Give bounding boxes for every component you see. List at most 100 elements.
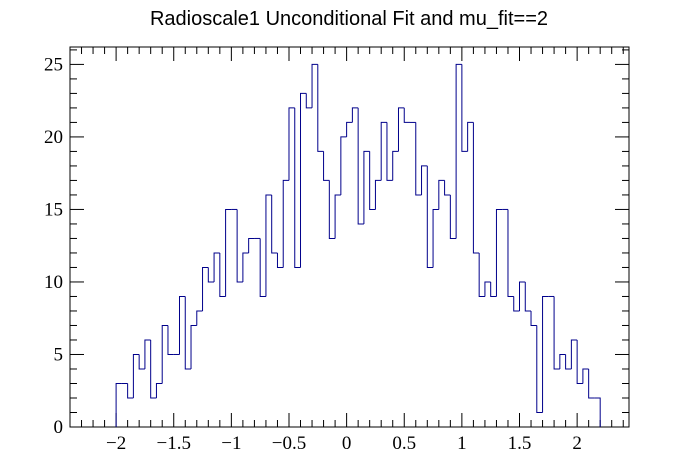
histogram-bin [242, 252, 249, 282]
histogram-bin [259, 238, 266, 297]
y-tick-label: 5 [54, 344, 64, 365]
histogram-bin [507, 209, 514, 297]
plot-frame [69, 46, 630, 428]
histogram-bin [248, 237, 255, 253]
histogram-bin [202, 266, 209, 311]
histogram-bin [334, 194, 341, 239]
histogram-bin [276, 252, 284, 268]
histogram-bin [559, 353, 566, 369]
histogram-bin [213, 252, 220, 282]
histogram-bin [392, 150, 399, 181]
histogram-bin [519, 281, 526, 311]
histogram-bin [594, 397, 601, 427]
x-tick-label: 2 [572, 433, 582, 454]
y-tick-label: 0 [54, 417, 64, 438]
histogram-bin [271, 194, 278, 254]
histogram-bin [184, 296, 192, 370]
histogram-bin [444, 180, 451, 196]
histogram-bin [421, 165, 428, 195]
y-tick-label: 15 [44, 199, 63, 220]
histogram-bin [478, 252, 485, 297]
histogram-bin [542, 295, 549, 413]
x-tick-label: −1 [221, 433, 241, 454]
histogram-bin [374, 179, 382, 210]
histogram-bin [438, 179, 445, 210]
histogram-bin [536, 325, 543, 413]
histogram-bin [530, 310, 537, 326]
histogram-bin [513, 296, 520, 312]
histogram-bin [565, 354, 572, 370]
histogram-bin [570, 339, 578, 369]
histogram-bin [190, 324, 197, 369]
histogram-bin [403, 107, 411, 123]
x-tick-label: −2 [106, 433, 126, 454]
histogram-bin [340, 136, 347, 195]
histogram-bin [369, 151, 376, 210]
histogram-bin [449, 194, 457, 239]
histogram-bin [300, 92, 307, 268]
x-tick-label: 0.5 [392, 433, 416, 454]
histogram-bin [196, 310, 203, 326]
histogram-bin [155, 382, 163, 398]
histogram-bin [282, 179, 289, 268]
histogram-bin [484, 281, 491, 297]
x-tick-label: 1.5 [508, 433, 532, 454]
histogram-bin [472, 122, 480, 254]
x-tick-label: 1 [457, 433, 467, 454]
y-axis-ticks [70, 49, 629, 428]
histogram-bin [426, 165, 434, 268]
y-tick-label: 20 [44, 127, 63, 148]
histogram-bin [524, 281, 532, 312]
histogram-bin [138, 354, 145, 370]
x-tick-label: −1.5 [156, 433, 190, 454]
histogram-bin [225, 208, 232, 297]
histogram-bin [178, 295, 186, 355]
histogram-bin [397, 107, 405, 152]
x-tick-label: 0 [342, 433, 352, 454]
chart-title: Radioscale1 Unconditional Fit and mu_fit… [150, 8, 548, 30]
histogram-bin [219, 252, 226, 297]
histogram-bin [380, 121, 387, 181]
histogram-bin [317, 64, 324, 152]
histogram-bin [467, 121, 474, 152]
histogram-bin [357, 107, 364, 225]
y-tick-label: 25 [44, 54, 63, 75]
histogram-bin [328, 180, 336, 239]
histogram-bin [294, 107, 301, 268]
histogram-bin [461, 64, 468, 152]
histogram-bin [150, 339, 157, 399]
histogram-bin [161, 324, 168, 384]
histogram-bin [207, 267, 215, 283]
histogram-bin [167, 325, 174, 355]
histogram-bin [323, 151, 330, 181]
histogram-bin [386, 122, 393, 181]
histogram-bin [588, 368, 595, 399]
y-tick-label: 10 [44, 272, 63, 293]
histogram-bin [127, 383, 134, 399]
histogram-bin [288, 107, 295, 181]
histogram-bin [582, 368, 589, 384]
histogram-bins [115, 63, 601, 427]
y-axis-tick-labels: 0 5 10 15 20 25 [44, 54, 63, 438]
histogram-bin [265, 194, 272, 297]
histogram-bin [311, 63, 318, 108]
histogram-bin [553, 296, 560, 370]
histogram-bin [305, 93, 313, 109]
histogram-bin [144, 339, 151, 369]
x-axis-tick-labels: −2 −1.5 −1 −0.5 0 0.5 1 1.5 2 [106, 433, 582, 454]
histogram-bin [115, 382, 122, 427]
histogram-bin [495, 208, 503, 297]
histogram-bin [455, 63, 462, 239]
x-axis-ticks [69, 47, 624, 427]
histogram-bin [346, 121, 353, 137]
histogram-bin [351, 107, 359, 123]
histogram-bin [415, 122, 422, 196]
histogram-bin [363, 150, 370, 224]
x-tick-label: −0.5 [272, 433, 306, 454]
histogram-bin [132, 353, 140, 398]
histogram-bin [432, 208, 439, 268]
histogram-bin [236, 209, 243, 283]
histogram-bin [490, 281, 497, 297]
histogram-bin [576, 339, 583, 384]
